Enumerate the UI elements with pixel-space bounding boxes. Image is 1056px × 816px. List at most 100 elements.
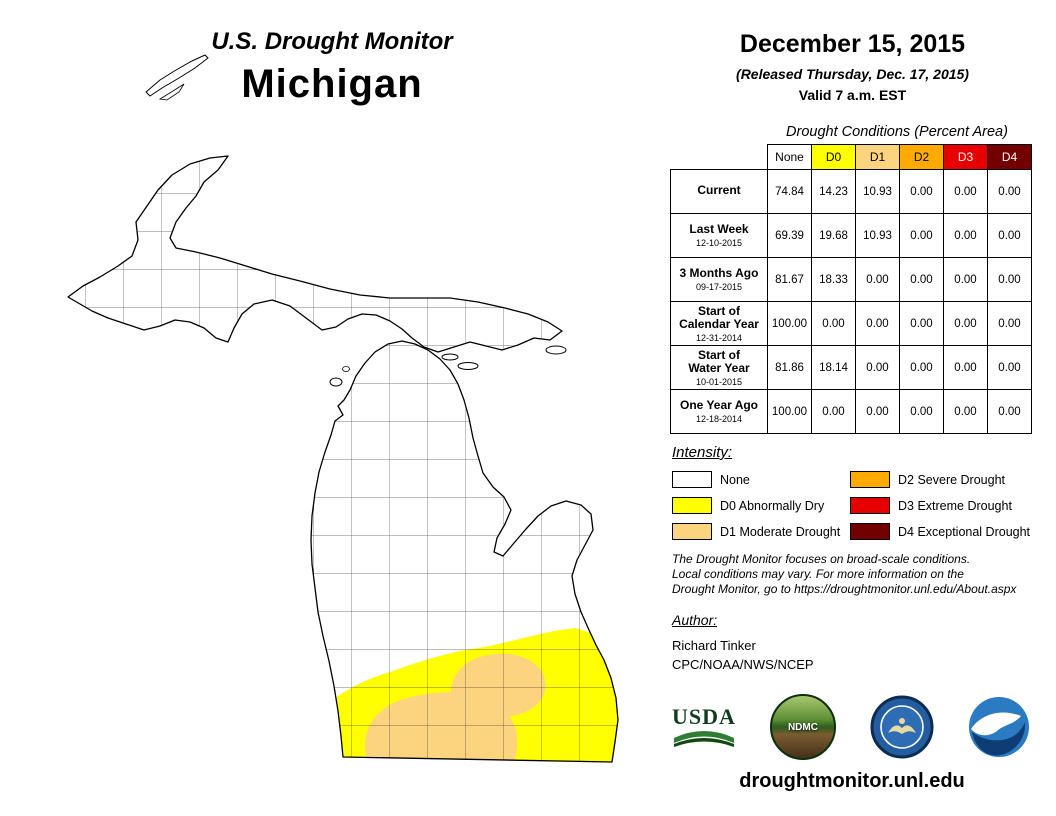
isle-royale-island [145, 54, 209, 97]
legend-item-d0: D0 Abnormally Dry [672, 497, 850, 514]
table-row-current: Current 74.84 14.23 10.93 0.00 0.00 0.00 [670, 169, 1032, 214]
row-sub-date: 12-18-2014 [695, 414, 743, 424]
legend-label: D3 Extreme Drought [898, 498, 1012, 513]
cell-value: 10.93 [855, 169, 900, 214]
state-name: Michigan [241, 62, 423, 106]
mackinac-island [441, 353, 459, 361]
row-label: Current [697, 183, 741, 197]
cell-value: 0.00 [899, 213, 944, 258]
intensity-legend: Intensity: None D0 Abnormally Dry D1 Mod… [672, 444, 1032, 540]
legend-label: D0 Abnormally Dry [720, 498, 825, 513]
cell-value: 0.00 [855, 301, 900, 346]
legend-title: Intensity: [672, 444, 733, 461]
col-header-none: None [767, 144, 812, 170]
logo-strip: USDA NDMC [672, 694, 1030, 760]
legend-swatch-d2 [850, 471, 890, 488]
upper-peninsula-outline [67, 155, 563, 353]
legend-swatch-d1 [672, 523, 712, 540]
row-label: Last Week [689, 222, 749, 236]
row-sub-date: 12-31-2014 [695, 332, 743, 343]
cell-value: 10.93 [855, 213, 900, 258]
cell-value: 0.00 [899, 301, 944, 346]
cell-value: 81.67 [767, 257, 812, 302]
legend-label: D1 Moderate Drought [720, 524, 841, 539]
cell-value: 0.00 [943, 389, 988, 434]
cell-value: 0.00 [943, 301, 988, 346]
released-date: (Released Thursday, Dec. 17, 2015) [736, 66, 969, 82]
row-sub-date: 09-17-2015 [695, 282, 743, 292]
cell-value: 0.00 [899, 389, 944, 434]
cell-value: 0.00 [987, 345, 1032, 390]
cell-value: 81.86 [767, 345, 812, 390]
cell-value: 19.68 [811, 213, 856, 258]
legend-label: D2 Severe Drought [898, 472, 1006, 487]
cell-value: 0.00 [987, 389, 1032, 434]
legend-item-d3: D3 Extreme Drought [850, 497, 1030, 514]
bois-blanc-island [457, 362, 479, 370]
table-row-3-months-ago: 3 Months Ago 09-17-2015 81.67 18.33 0.00 … [670, 257, 1032, 302]
map-date: December 15, 2015 [739, 30, 966, 58]
table-row-start-water-year: Start of Water Year 10-01-2015 81.86 18.1… [670, 345, 1032, 390]
author-name: Richard Tinker [672, 638, 756, 653]
table-row-start-calendar-year: Start of Calendar Year 12-31-2014 100.00 … [670, 301, 1032, 346]
cell-value: 0.00 [987, 213, 1032, 258]
cell-value: 100.00 [767, 389, 812, 434]
cell-value: 100.00 [767, 301, 812, 346]
legend-item-d4: D4 Exceptional Drought [850, 523, 1030, 540]
drought-conditions-table: None D0 D1 D2 D3 D4 Current 74.84 14.23 … [670, 144, 1032, 434]
ndmc-wordmark: NDMC [787, 721, 818, 733]
col-header-d4: D4 [987, 144, 1032, 170]
table-corner [670, 144, 768, 170]
legend-item-none: None [672, 471, 850, 488]
cell-value: 0.00 [855, 345, 900, 390]
legend-swatch-d4 [850, 523, 890, 540]
row-sub-date: 10-01-2015 [695, 376, 743, 387]
commerce-seal-logo [870, 695, 934, 759]
beaver-island [329, 377, 343, 387]
ndmc-logo: NDMC [769, 694, 836, 760]
author-organization: CPC/NOAA/NWS/NCEP [672, 657, 814, 672]
row-label: Start of Calendar Year [679, 303, 759, 331]
table-row-last-week: Last Week 12-10-2015 69.39 19.68 10.93 0.… [670, 213, 1032, 258]
drummond-island [545, 345, 567, 355]
col-header-d3: D3 [943, 144, 988, 170]
cell-value: 0.00 [987, 169, 1032, 214]
cell-value: 0.00 [855, 257, 900, 302]
col-header-d2: D2 [899, 144, 944, 170]
legend-swatch-d3 [850, 497, 890, 514]
col-header-d1: D1 [855, 144, 900, 170]
cell-value: 0.00 [899, 345, 944, 390]
valid-time: Valid 7 a.m. EST [798, 87, 907, 103]
cell-value: 0.00 [899, 169, 944, 214]
cell-value: 14.23 [811, 169, 856, 214]
legend-label: None [720, 472, 750, 487]
cell-value: 74.84 [767, 169, 812, 214]
legend-label: D4 Exceptional Drought [898, 524, 1031, 539]
author-heading: Author: [672, 612, 718, 628]
author-block: Author: Richard Tinker CPC/NOAA/NWS/NCEP [672, 612, 814, 672]
usda-swoosh-icon [673, 731, 734, 747]
report-title: U.S. Drought Monitor [211, 28, 453, 55]
row-label: 3 Months Ago [679, 266, 759, 280]
noaa-logo [968, 696, 1030, 758]
legend-item-d1: D1 Moderate Drought [672, 523, 850, 540]
col-header-d0: D0 [811, 144, 856, 170]
cell-value: 0.00 [811, 301, 856, 346]
cell-value: 0.00 [943, 345, 988, 390]
table-header-row: None D0 D1 D2 D3 D4 [670, 144, 1032, 170]
table-row-one-year-ago: One Year Ago 12-18-2014 100.00 0.00 0.00 … [670, 389, 1032, 434]
cell-value: 0.00 [811, 389, 856, 434]
cell-value: 0.00 [855, 389, 900, 434]
row-label: One Year Ago [679, 398, 759, 412]
cell-value: 0.00 [987, 257, 1032, 302]
legend-swatch-none [672, 471, 712, 488]
usda-wordmark: USDA [672, 704, 736, 729]
cell-value: 0.00 [899, 257, 944, 302]
usda-logo: USDA [672, 706, 736, 748]
cell-value: 0.00 [943, 257, 988, 302]
row-label: Start of Water Year [688, 347, 750, 375]
date-block: December 15, 2015 (Released Thursday, De… [675, 30, 1030, 103]
cell-value: 69.39 [767, 213, 812, 258]
